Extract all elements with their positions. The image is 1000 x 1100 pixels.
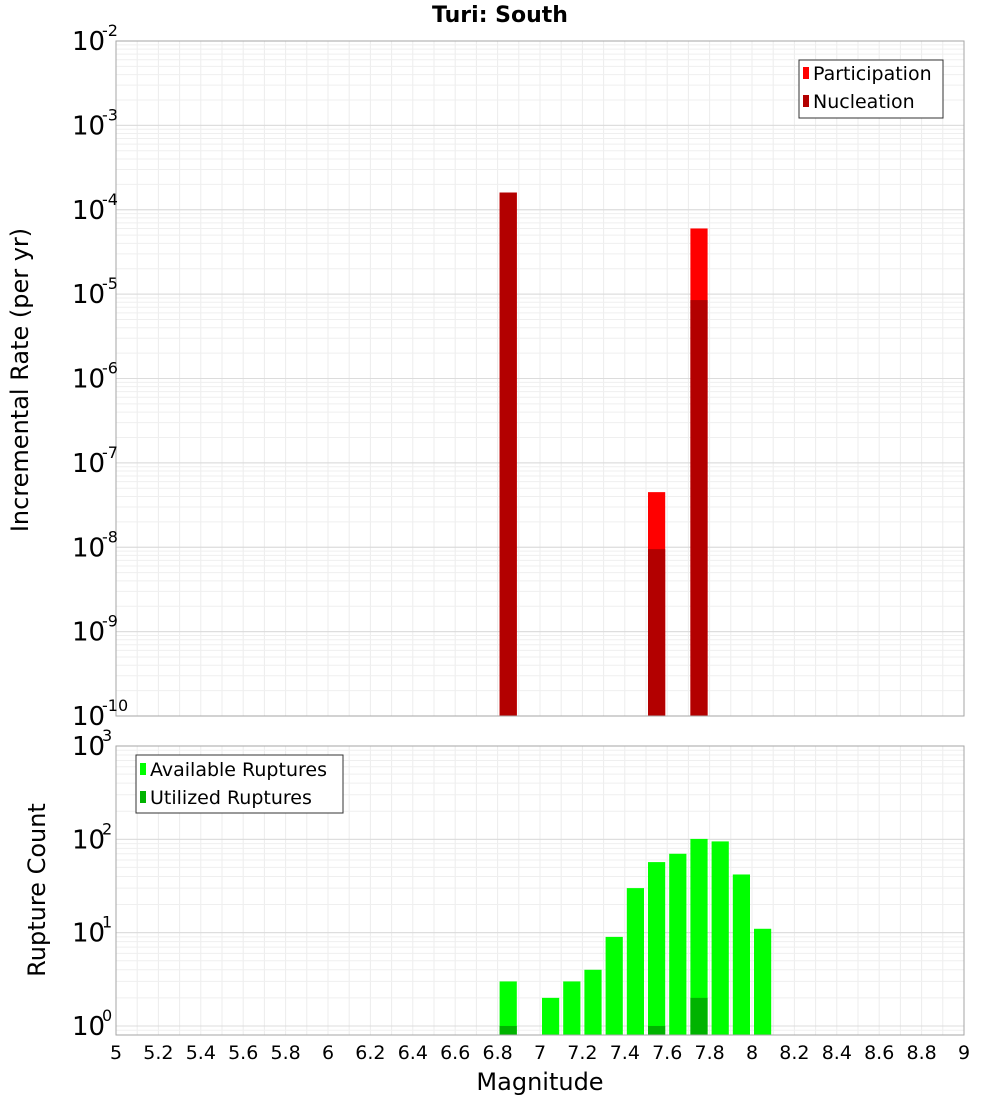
legend-swatch-nucleation [803, 95, 809, 107]
top-plot-frame [115, 40, 965, 717]
y-tick-exponent: -6 [102, 359, 118, 378]
bar-available-ruptures-8.05 [754, 928, 772, 1035]
x-tick-label: 8.2 [779, 1042, 809, 1064]
y-tick-label: 10 [72, 618, 105, 648]
x-tick-label: 6.6 [440, 1042, 470, 1064]
y-tick-exponent: -10 [102, 696, 128, 715]
chart-title: Turi: South [432, 3, 568, 28]
y-tick-exponent: -9 [102, 612, 118, 631]
bar-nucleation-7.75 [690, 300, 708, 716]
bottom-plot-bars [499, 838, 772, 1035]
x-tick-label: 9 [958, 1042, 970, 1064]
y-tick-exponent: -5 [102, 274, 118, 293]
bar-available-ruptures-7.85 [711, 841, 729, 1035]
top-plot-bars [499, 192, 708, 717]
bar-available-ruptures-7.15 [563, 981, 581, 1035]
y-tick-exponent: -4 [102, 190, 118, 209]
bar-available-ruptures-6.85 [499, 981, 517, 1035]
legend-label-available-ruptures: Available Ruptures [150, 759, 327, 781]
x-tick-label: 6.2 [355, 1042, 385, 1064]
legend-swatch-available-ruptures [140, 763, 146, 775]
bar-utilized-ruptures-6.85 [499, 1025, 517, 1035]
y-tick-label: 10 [72, 702, 105, 732]
bar-utilized-ruptures-7.75 [690, 997, 708, 1035]
top-legend: Participation Nucleation [798, 59, 944, 119]
x-tick-label: 7.8 [694, 1042, 724, 1064]
x-tick-label: 8.4 [822, 1042, 852, 1064]
bar-utilized-ruptures-7.55 [648, 1025, 666, 1035]
x-tick-label: 6.8 [482, 1042, 512, 1064]
bar-nucleation-7.55 [648, 549, 666, 716]
y-tick-exponent: 2 [102, 819, 112, 838]
x-tick-label: 8.8 [906, 1042, 936, 1064]
x-tick-label: 7.2 [567, 1042, 597, 1064]
bar-available-ruptures-7.35 [605, 936, 623, 1035]
x-axis-label: Magnitude [476, 1068, 603, 1096]
top-y-axis-label: Incremental Rate (per yr) [6, 228, 34, 532]
top-plot-grid [115, 40, 965, 717]
x-tick-label: 8.6 [864, 1042, 894, 1064]
y-tick-label: 10 [72, 533, 105, 563]
y-tick-label: 10 [72, 449, 105, 479]
y-tick-exponent: -3 [102, 105, 118, 124]
bar-available-ruptures-7.55 [648, 862, 666, 1035]
x-tick-label: 7.4 [610, 1042, 640, 1064]
bottom-plot-frame [115, 745, 965, 1036]
legend-label-nucleation: Nucleation [813, 91, 915, 113]
y-tick-label: 10 [72, 27, 105, 57]
y-tick-label: 10 [72, 111, 105, 141]
bar-available-ruptures-7.05 [542, 997, 560, 1035]
y-tick-exponent: 3 [102, 726, 112, 745]
bar-available-ruptures-7.65 [669, 853, 687, 1035]
x-tick-label: 5.6 [228, 1042, 258, 1064]
x-tick-label: 7 [534, 1042, 546, 1064]
y-tick-exponent: 0 [102, 1006, 112, 1025]
bar-available-ruptures-7.95 [732, 874, 750, 1035]
bar-available-ruptures-7.25 [584, 969, 602, 1035]
y-tick-label: 10 [72, 280, 105, 310]
y-tick-label: 10 [72, 1012, 105, 1042]
x-ticks: 5 5.2 5.4 5.6 5.8 6 6.2 6.4 6.6 6.8 7 7.2 7.4 7.6 7.8 8… [110, 1042, 970, 1064]
y-tick-label: 10 [72, 732, 105, 762]
top-legend-box [798, 59, 944, 119]
x-tick-label: 5 [110, 1042, 122, 1064]
x-tick-label: 8 [746, 1042, 758, 1064]
legend-label-utilized-ruptures: Utilized Ruptures [150, 787, 312, 809]
y-tick-exponent: 1 [102, 913, 112, 932]
y-tick-exponent: -2 [102, 21, 118, 40]
bottom-y-axis-label: Rupture Count [23, 803, 51, 977]
y-tick-exponent: -7 [102, 443, 118, 462]
x-tick-label: 5.8 [270, 1042, 300, 1064]
x-tick-label: 6.4 [398, 1042, 428, 1064]
y-tick-exponent: -8 [102, 527, 118, 546]
legend-swatch-utilized-ruptures [140, 791, 146, 803]
y-tick-label: 10 [72, 365, 105, 395]
y-tick-label: 10 [72, 919, 105, 949]
x-tick-label: 5.2 [143, 1042, 173, 1064]
x-tick-label: 6 [322, 1042, 334, 1064]
bar-nucleation-6.85 [499, 192, 517, 717]
bottom-legend-box [135, 754, 344, 814]
bottom-legend: Available Ruptures Utilized Ruptures [135, 754, 344, 814]
x-tick-label: 7.6 [652, 1042, 682, 1064]
bar-available-ruptures-7.45 [626, 888, 644, 1035]
x-tick-label: 5.4 [186, 1042, 216, 1064]
legend-swatch-participation [803, 67, 809, 79]
y-tick-label: 10 [72, 196, 105, 226]
y-tick-label: 10 [72, 825, 105, 855]
bar-available-ruptures-7.75 [690, 838, 708, 1035]
legend-label-participation: Participation [813, 63, 932, 85]
